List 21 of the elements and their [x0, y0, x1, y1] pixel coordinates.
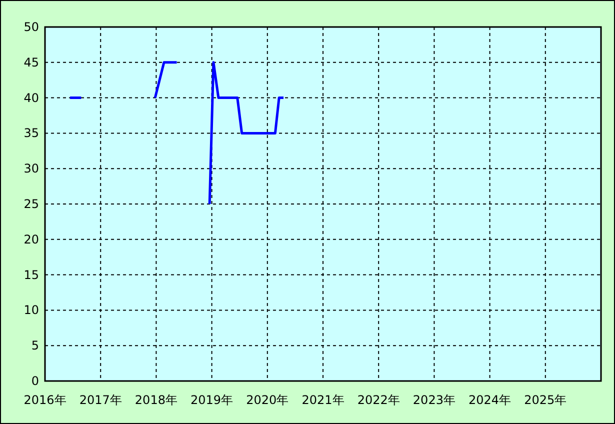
x-tick-label: 2022年 — [357, 393, 400, 407]
y-tick-label: 5 — [31, 338, 39, 353]
x-tick-label: 2016年 — [24, 393, 66, 407]
y-tick-label: 35 — [24, 126, 39, 140]
x-tick-label: 2023年 — [412, 393, 456, 407]
y-tick-label: 15 — [24, 268, 39, 282]
y-tick-label: 20 — [24, 232, 39, 246]
y-tick-label: 25 — [24, 197, 39, 211]
y-tick-label: 45 — [24, 55, 39, 70]
x-tick-label: 2024年 — [468, 393, 512, 407]
x-tick-label: 2017年 — [79, 393, 122, 407]
x-tick-label: 2025年 — [524, 393, 567, 407]
x-tick-label: 2021年 — [302, 393, 344, 407]
y-tick-label: 10 — [24, 303, 39, 318]
y-tick-label: 30 — [24, 162, 39, 176]
y-tick-label: 50 — [24, 20, 39, 34]
y-tick-label: 40 — [24, 90, 39, 105]
x-tick-label: 2018年 — [134, 393, 178, 407]
y-tick-label: 0 — [31, 374, 39, 388]
x-tick-label: 2020年 — [246, 393, 289, 407]
x-tick-label: 2019年 — [190, 393, 234, 407]
